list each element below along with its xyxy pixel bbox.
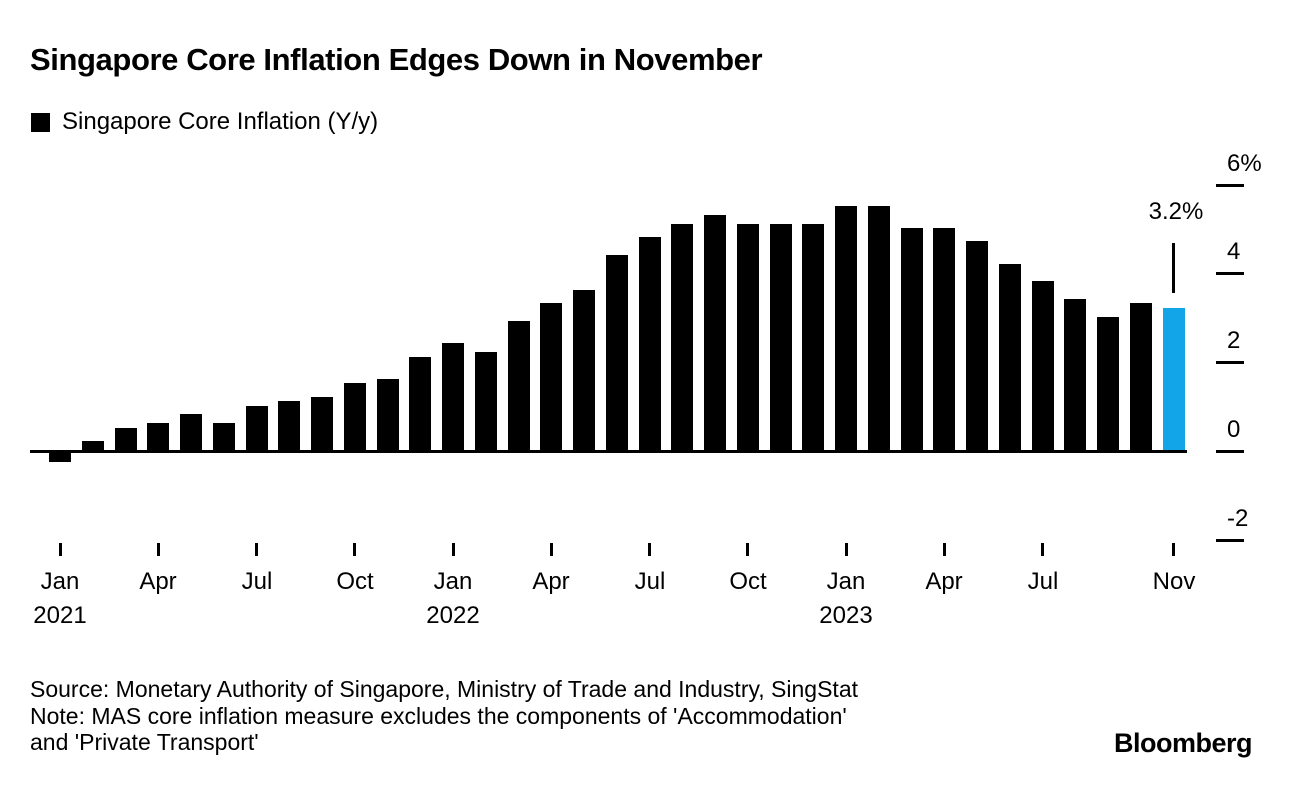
bar-sep-2023 <box>1097 317 1119 450</box>
x-tick-mark <box>943 543 946 556</box>
bar-feb-2023 <box>868 206 890 450</box>
chart-title: Singapore Core Inflation Edges Down in N… <box>30 42 763 77</box>
bar-may-2023 <box>966 241 988 450</box>
x-year-label: 2021 <box>33 602 87 629</box>
x-year-label: 2023 <box>819 602 873 629</box>
bar-aug-2023 <box>1064 299 1086 450</box>
bar-apr-2021 <box>147 423 169 450</box>
bar-mar-2022 <box>508 321 530 450</box>
x-tick-label: Jan <box>826 568 866 595</box>
bar-apr-2023 <box>933 228 955 450</box>
y-tick-label: 0 <box>1227 416 1241 443</box>
bar-may-2022 <box>573 290 595 450</box>
y-tick-label: 4 <box>1227 238 1241 265</box>
x-tick-label: Oct <box>729 568 767 595</box>
bar-oct-2023 <box>1130 303 1152 450</box>
y-tick-mark <box>1216 272 1244 275</box>
x-tick-mark <box>648 543 651 556</box>
x-tick-mark <box>157 543 160 556</box>
x-tick-label: Nov <box>1152 568 1196 595</box>
bar-mar-2021 <box>115 428 137 450</box>
x-tick-mark <box>1172 543 1175 556</box>
x-tick-mark <box>452 543 455 556</box>
bar-mar-2023 <box>901 228 923 450</box>
bar-jul-2022 <box>639 237 661 450</box>
y-tick-mark <box>1216 184 1244 187</box>
x-tick-label: Jul <box>241 568 273 595</box>
bar-aug-2022 <box>671 224 693 450</box>
bar-jun-2021 <box>213 423 235 450</box>
bar-jun-2022 <box>606 255 628 450</box>
bar-jan-2023 <box>835 206 857 450</box>
x-tick-label: Apr <box>139 568 177 595</box>
x-tick-label: Jan <box>40 568 80 595</box>
x-tick-label: Jul <box>1027 568 1059 595</box>
bar-jul-2023 <box>1032 281 1054 450</box>
bar-sep-2022 <box>704 215 726 450</box>
annotation-value-label: 3.2% <box>1148 198 1204 225</box>
x-tick-mark <box>255 543 258 556</box>
y-tick-label: 2 <box>1227 327 1241 354</box>
annotation-pointer-line <box>1172 243 1175 293</box>
bar-jan-2021 <box>49 453 71 462</box>
bar-may-2021 <box>180 414 202 450</box>
bar-nov-2021 <box>377 379 399 450</box>
y-tick-label: 6% <box>1227 150 1262 177</box>
x-tick-label: Apr <box>532 568 570 595</box>
bar-dec-2021 <box>409 357 431 450</box>
bar-nov-2022 <box>770 224 792 450</box>
x-tick-mark <box>59 543 62 556</box>
x-tick-mark <box>1041 543 1044 556</box>
chart-legend: Singapore Core Inflation (Y/y) <box>31 108 378 136</box>
y-tick-mark <box>1216 361 1244 364</box>
x-tick-mark <box>353 543 356 556</box>
x-tick-mark <box>746 543 749 556</box>
x-tick-label: Jan <box>433 568 473 595</box>
bar-oct-2022 <box>737 224 759 450</box>
x-year-label: 2022 <box>426 602 480 629</box>
bar-jan-2022 <box>442 343 464 450</box>
legend-label: Singapore Core Inflation (Y/y) <box>62 108 379 135</box>
note-text-line2: and 'Private Transport' <box>30 729 259 755</box>
bar-apr-2022 <box>540 303 562 450</box>
bar-feb-2021 <box>82 441 104 450</box>
source-text: Source: Monetary Authority of Singapore,… <box>30 676 858 702</box>
bar-nov-2023 <box>1163 308 1185 450</box>
x-axis-baseline <box>30 450 1187 453</box>
y-tick-label: -2 <box>1227 505 1249 532</box>
x-tick-mark <box>550 543 553 556</box>
x-tick-label: Jul <box>634 568 666 595</box>
x-tick-label: Apr <box>925 568 963 595</box>
bar-feb-2022 <box>475 352 497 450</box>
bar-sep-2021 <box>311 397 333 450</box>
y-tick-mark <box>1216 539 1244 542</box>
bar-jun-2023 <box>999 264 1021 450</box>
x-tick-mark <box>845 543 848 556</box>
bar-aug-2021 <box>278 401 300 450</box>
chart-footer: Source: Monetary Authority of Singapore,… <box>30 676 858 756</box>
x-tick-label: Oct <box>336 568 374 595</box>
bar-oct-2021 <box>344 383 366 450</box>
bloomberg-logo: Bloomberg <box>1114 728 1253 758</box>
note-text-line1: Note: MAS core inflation measure exclude… <box>30 702 847 729</box>
y-tick-mark <box>1216 450 1244 453</box>
bar-dec-2022 <box>802 224 824 450</box>
bar-jul-2021 <box>246 406 268 450</box>
legend-swatch-icon <box>31 112 50 132</box>
